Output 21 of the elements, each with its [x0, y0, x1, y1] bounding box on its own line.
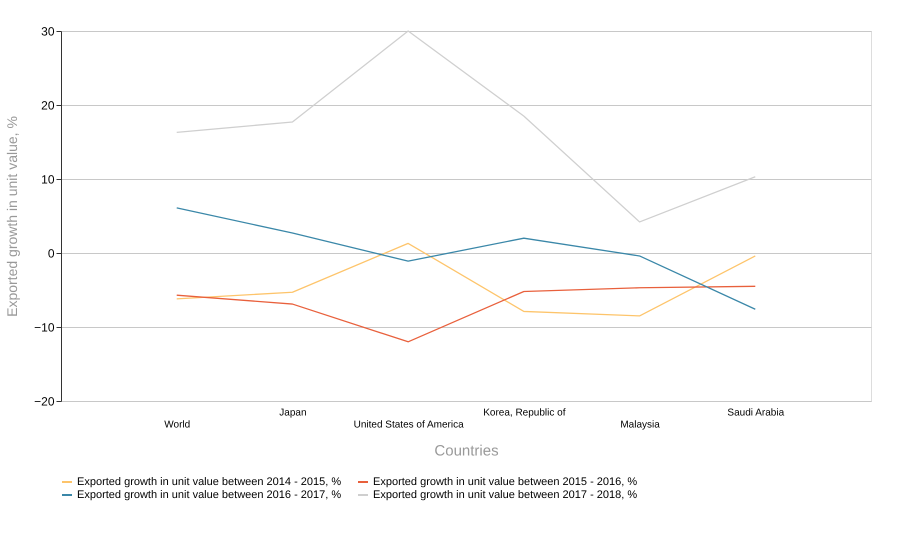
y-tick-label: −10 — [34, 320, 55, 334]
x-tick-label: Malaysia — [620, 420, 660, 430]
legend-label: Exported growth in unit value between 2014 - 2015, % — [77, 476, 342, 488]
legend-label: Exported growth in unit value between 2017 - 2018, % — [373, 489, 638, 501]
line-series — [176, 286, 756, 342]
x-axis-title: Countries — [434, 442, 499, 460]
y-tick-label: −20 — [34, 394, 55, 408]
x-tick-label: Korea, Republic of — [483, 408, 566, 418]
y-tick-label: 10 — [41, 172, 55, 186]
line-series — [176, 207, 756, 310]
y-tick-label: 0 — [48, 246, 55, 260]
line-series — [176, 242, 756, 317]
x-tick-label: World — [164, 420, 190, 430]
y-tick-label: 30 — [41, 24, 55, 38]
x-tick-label: Japan — [279, 408, 307, 418]
y-tick-label: 20 — [41, 98, 55, 112]
legend-label: Exported growth in unit value between 2016 - 2017, % — [77, 489, 342, 501]
y-axis-title: Exported growth in unit value, % — [4, 116, 20, 317]
x-tick-label: United States of America — [354, 420, 464, 430]
x-tick-label: Saudi Arabia — [727, 408, 785, 418]
legend-label: Exported growth in unit value between 2015 - 2016, % — [373, 476, 638, 488]
